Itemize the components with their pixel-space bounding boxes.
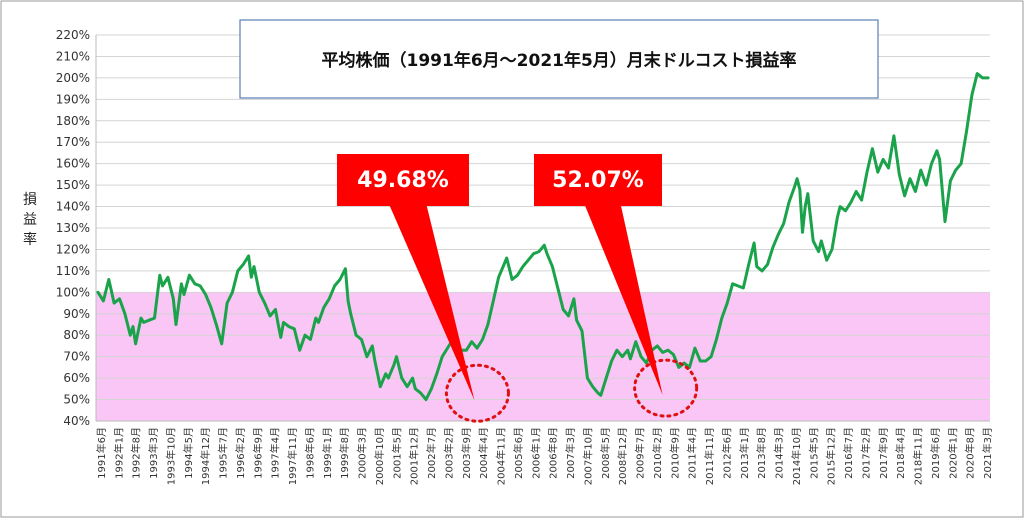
y-tick-label: 80% (63, 328, 90, 342)
y-tick-label: 110% (56, 264, 90, 278)
y-tick-label: 90% (63, 307, 90, 321)
x-tick-label: 2006年8月 (547, 427, 560, 479)
x-tick-label: 2019年6月 (929, 427, 942, 479)
callout-pointer (389, 206, 475, 401)
x-tick-label: 2001年12月 (408, 427, 421, 485)
x-tick-label: 2008年5月 (599, 427, 612, 479)
callout-box (337, 154, 469, 206)
y-tick-label: 190% (56, 92, 90, 106)
x-tick-label: 2000年3月 (356, 427, 369, 479)
x-tick-label: 1998年6月 (303, 427, 316, 479)
y-tick-label: 160% (56, 157, 90, 171)
callout-pointer (585, 206, 663, 396)
y-tick-label: 60% (63, 371, 90, 385)
y-tick-label: 180% (56, 114, 90, 128)
x-tick-label: 2020年1月 (946, 427, 959, 479)
callout-label: 49.68% (357, 168, 449, 193)
x-tick-label: 2002年7月 (425, 427, 438, 479)
x-tick-label: 2011年4月 (686, 427, 699, 479)
callout-label: 52.07% (552, 168, 644, 193)
x-tick-label: 1997年11月 (286, 427, 299, 485)
chart-title: 平均株価（1991年6月～2021年5月）月末ドルコスト損益率 (322, 50, 797, 71)
x-tick-label: 2001年5月 (390, 427, 403, 479)
x-tick-label: 2020年8月 (964, 427, 977, 479)
x-tick-label: 1994年12月 (199, 427, 212, 485)
x-tick-label: 1995年7月 (217, 427, 230, 479)
x-tick-label: 2010年2月 (651, 427, 664, 479)
x-tick-label: 2000年10月 (373, 427, 386, 485)
y-tick-label: 50% (63, 393, 90, 407)
x-tick-label: 1996年2月 (234, 427, 247, 479)
x-tick-label: 1993年3月 (147, 427, 160, 479)
x-tick-label: 2007年10月 (581, 427, 594, 485)
x-tick-label: 2018年4月 (894, 427, 907, 479)
x-tick-label: 2003年9月 (460, 427, 473, 479)
x-tick-label: 2016年7月 (842, 427, 855, 479)
x-tick-label: 2015年5月 (807, 427, 820, 479)
x-tick-label: 2011年11月 (703, 427, 716, 485)
x-tick-label: 2018年11月 (912, 427, 925, 485)
minimum-circle (444, 363, 510, 423)
y-tick-label: 120% (56, 242, 90, 256)
x-tick-label: 1992年1月 (112, 427, 125, 479)
callout-box (534, 154, 662, 206)
y-tick-label: 130% (56, 221, 90, 235)
y-tick-label: 70% (63, 350, 90, 364)
x-tick-label: 2006年1月 (529, 427, 542, 479)
minimum-circle (633, 358, 699, 418)
y-tick-label: 200% (56, 71, 90, 85)
y-tick-label: 100% (56, 285, 90, 299)
title-box (239, 19, 879, 99)
x-tick-label: 2015年12月 (825, 427, 838, 485)
x-tick-label: 2013年8月 (755, 427, 768, 479)
x-tick-label: 2004年11月 (495, 427, 508, 485)
x-tick-label: 2007年3月 (564, 427, 577, 479)
x-tick-label: 2003年2月 (442, 427, 455, 479)
x-tick-label: 2005年6月 (512, 427, 525, 479)
x-tick-label: 2017年9月 (877, 427, 890, 479)
x-tick-label: 2004年4月 (477, 427, 490, 479)
x-tick-label: 2010年9月 (668, 427, 681, 479)
x-tick-label: 2013年1月 (738, 427, 751, 479)
y-tick-label: 220% (56, 28, 90, 42)
x-tick-label: 1996年9月 (251, 427, 264, 479)
x-tick-label: 1997年4月 (269, 427, 282, 479)
x-tick-label: 1999年8月 (338, 427, 351, 479)
x-tick-label: 2017年2月 (859, 427, 872, 479)
x-tick-label: 1991年6月 (95, 427, 108, 479)
x-tick-label: 2021年3月 (981, 427, 994, 479)
x-tick-label: 2008年12月 (616, 427, 629, 485)
x-tick-label: 2014年3月 (773, 427, 786, 479)
x-tick-label: 2014年10月 (790, 427, 803, 485)
x-tick-label: 1993年10月 (164, 427, 177, 485)
x-tick-label: 1992年8月 (130, 427, 143, 479)
x-tick-label: 2012年6月 (720, 427, 733, 479)
y-axis-label: 損益率 (23, 192, 37, 248)
x-tick-label: 1999年1月 (321, 427, 334, 479)
x-tick-label: 1994年5月 (182, 427, 195, 479)
y-tick-label: 170% (56, 135, 90, 149)
y-tick-label: 140% (56, 200, 90, 214)
profit-rate-line (96, 72, 990, 402)
x-tick-label: 2009年7月 (634, 427, 647, 479)
y-tick-label: 150% (56, 178, 90, 192)
y-tick-label: 40% (63, 414, 90, 428)
y-tick-label: 210% (56, 49, 90, 63)
